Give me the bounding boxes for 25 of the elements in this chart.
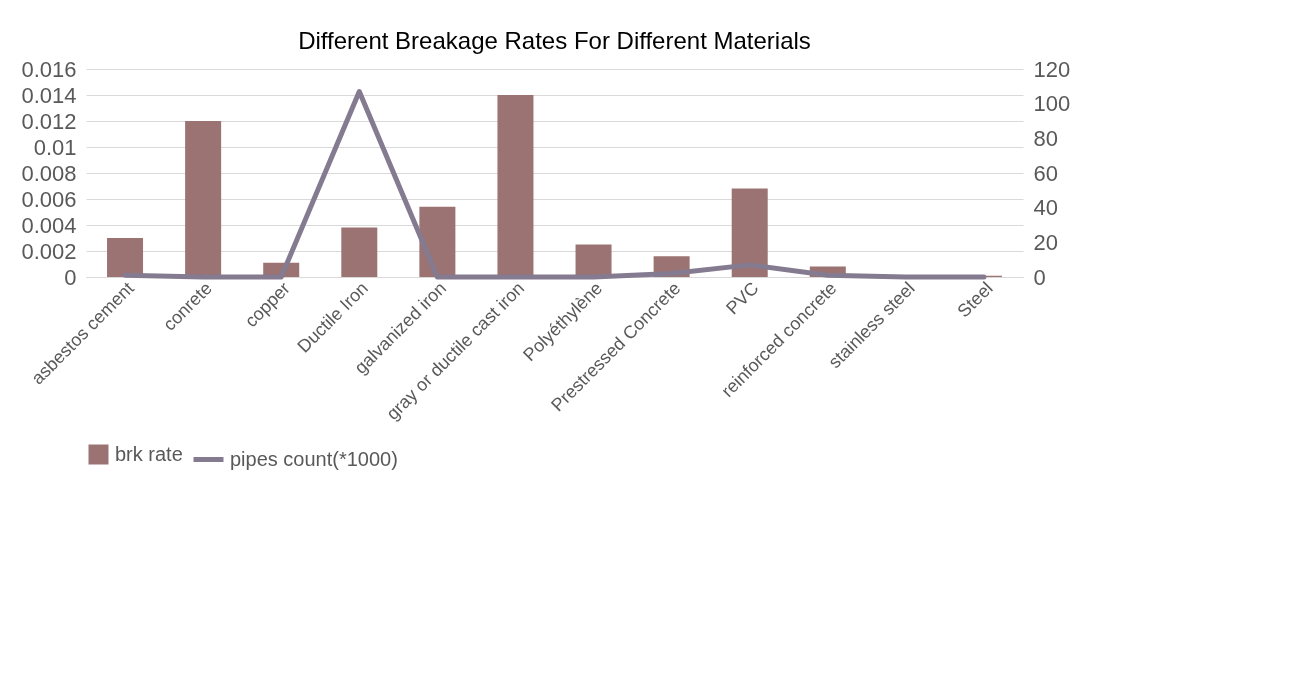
y2-tick-label: 100 bbox=[1033, 91, 1071, 117]
y-tick-label: 0.016 bbox=[21, 56, 77, 82]
y-tick-label: 0.002 bbox=[21, 238, 77, 264]
y-tick-label: 0 bbox=[64, 264, 77, 290]
legend-label: pipes count(*1000) bbox=[230, 447, 398, 470]
y2-tick-label: 120 bbox=[1033, 56, 1071, 82]
chart-title: Different Breakage Rates For Different Materials bbox=[298, 27, 811, 54]
bar bbox=[185, 121, 222, 277]
bar bbox=[341, 227, 378, 277]
bar bbox=[497, 95, 534, 277]
y-tick-label: 0.006 bbox=[21, 186, 77, 212]
y2-tick-label: 20 bbox=[1033, 229, 1058, 255]
y-tick-label: 0.012 bbox=[21, 108, 77, 134]
y2-tick-label: 80 bbox=[1033, 125, 1058, 151]
y-tick-label: 0.01 bbox=[33, 134, 77, 160]
y2-tick-label: 40 bbox=[1033, 195, 1058, 221]
legend-label: brk rate bbox=[115, 442, 183, 465]
y-tick-label: 0.014 bbox=[21, 82, 77, 108]
y-tick-label: 0.008 bbox=[21, 160, 77, 186]
bar bbox=[107, 238, 144, 277]
y2-tick-label: 0 bbox=[1033, 264, 1046, 290]
bar bbox=[575, 244, 612, 277]
y2-tick-label: 60 bbox=[1033, 160, 1058, 186]
y-tick-label: 0.004 bbox=[21, 212, 77, 238]
bar bbox=[731, 188, 768, 277]
